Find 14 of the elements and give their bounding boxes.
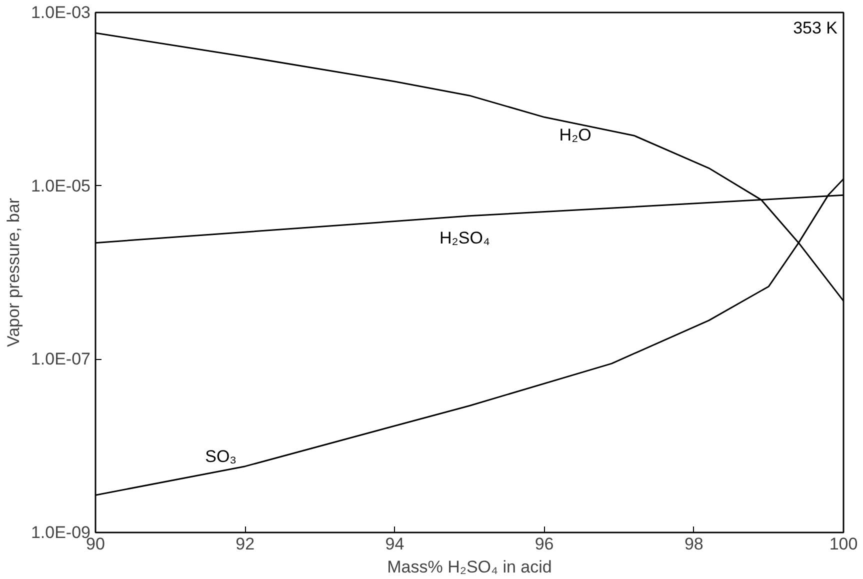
annotation: 353 K — [793, 18, 838, 38]
x-tick-label: 92 — [236, 534, 255, 554]
x-tick-label: 94 — [385, 534, 404, 554]
series-label: H₂SO₄ — [440, 228, 490, 248]
y-tick-label: 1.0E-03 — [30, 3, 91, 22]
y-axis-title: Vapor pressure, bar — [4, 198, 23, 347]
series-label: H₂O — [559, 126, 592, 145]
y-tick-label: 1.0E-05 — [30, 176, 91, 196]
x-tick-label: 98 — [684, 534, 704, 554]
y-tick-label: 1.0E-07 — [30, 350, 91, 369]
x-tick-label: 100 — [829, 534, 858, 554]
series-label: SO₃ — [205, 446, 237, 466]
x-axis-title: Mass% H₂SO₄ in acid — [387, 558, 552, 576]
x-tick-label: 96 — [534, 534, 554, 554]
